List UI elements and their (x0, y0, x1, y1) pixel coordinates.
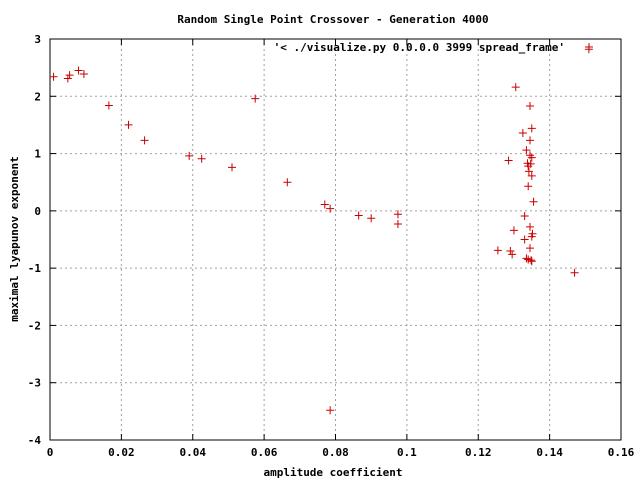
data-point (525, 222, 534, 231)
x-tick-label: 0.16 (608, 446, 635, 459)
data-point (326, 406, 335, 415)
data-point (79, 69, 88, 78)
axis-ticks (49, 38, 622, 441)
x-tick-label: 0.08 (322, 446, 349, 459)
x-tick-label: 0.1 (397, 446, 417, 459)
x-tick-label: 0.12 (465, 446, 492, 459)
data-point (393, 210, 402, 219)
x-tick-label: 0.02 (108, 446, 135, 459)
data-point (518, 128, 527, 137)
data-point (124, 120, 133, 129)
data-points (49, 45, 593, 415)
data-point (367, 214, 376, 223)
data-point (527, 257, 536, 266)
y-tick-label: 0 (34, 205, 41, 218)
data-point (528, 229, 537, 238)
data-point (251, 94, 260, 103)
x-tick-label: 0.06 (251, 446, 278, 459)
x-tick-label: 0.14 (536, 446, 563, 459)
x-tick-label: 0.04 (180, 446, 207, 459)
y-tick-label: -3 (28, 377, 41, 390)
legend-label: '< ./visualize.py 0.0.0.0 3999 spread_fr… (274, 41, 565, 54)
data-point (520, 212, 529, 221)
data-point (320, 200, 329, 209)
data-point (522, 146, 531, 155)
data-point (506, 246, 515, 255)
data-point (584, 45, 593, 54)
y-tick-label: 3 (34, 33, 41, 46)
data-point (228, 163, 237, 172)
data-point (140, 136, 149, 145)
y-tick-label: -1 (28, 262, 42, 275)
y-tick-label: -2 (28, 319, 41, 332)
data-point (393, 220, 402, 229)
legend: '< ./visualize.py 0.0.0.0 3999 spread_fr… (274, 41, 593, 54)
data-point (529, 197, 538, 206)
data-point (570, 268, 579, 277)
x-axis-label: amplitude coefficient (263, 466, 402, 479)
data-point (326, 204, 335, 213)
y-tick-label: -4 (28, 434, 42, 447)
data-point (520, 235, 529, 244)
y-tick-label: 2 (34, 90, 41, 103)
data-point (525, 244, 534, 253)
data-point (509, 226, 518, 235)
data-point (522, 254, 531, 263)
data-point (74, 66, 83, 75)
data-point (504, 156, 513, 165)
data-point (527, 124, 536, 133)
data-point (511, 83, 520, 92)
y-tick-label: 1 (34, 148, 41, 161)
data-point (527, 171, 536, 180)
data-point (185, 151, 194, 160)
data-point (65, 71, 74, 80)
axis-tick-labels: 0 0.02 0.04 0.06 0.08 0.1 0.12 0.14 0.16 -4 -3 -2 -1… (28, 33, 635, 459)
data-point (493, 246, 502, 255)
data-point (508, 250, 517, 259)
x-tick-label: 0 (47, 446, 54, 459)
data-point (104, 101, 113, 110)
data-point (525, 136, 534, 145)
data-point (527, 153, 536, 162)
data-point (63, 74, 72, 83)
grid (50, 39, 621, 440)
data-point (283, 178, 292, 187)
data-point (49, 72, 58, 81)
data-point (524, 182, 533, 191)
chart-title: Random Single Point Crossover - Generati… (177, 13, 488, 26)
y-axis-label: maximal lyapunov exponent (8, 156, 21, 322)
data-point (354, 211, 363, 220)
data-point (197, 154, 206, 163)
data-point (525, 102, 534, 111)
data-point (527, 256, 536, 265)
data-point (526, 159, 535, 168)
data-point (524, 167, 533, 176)
